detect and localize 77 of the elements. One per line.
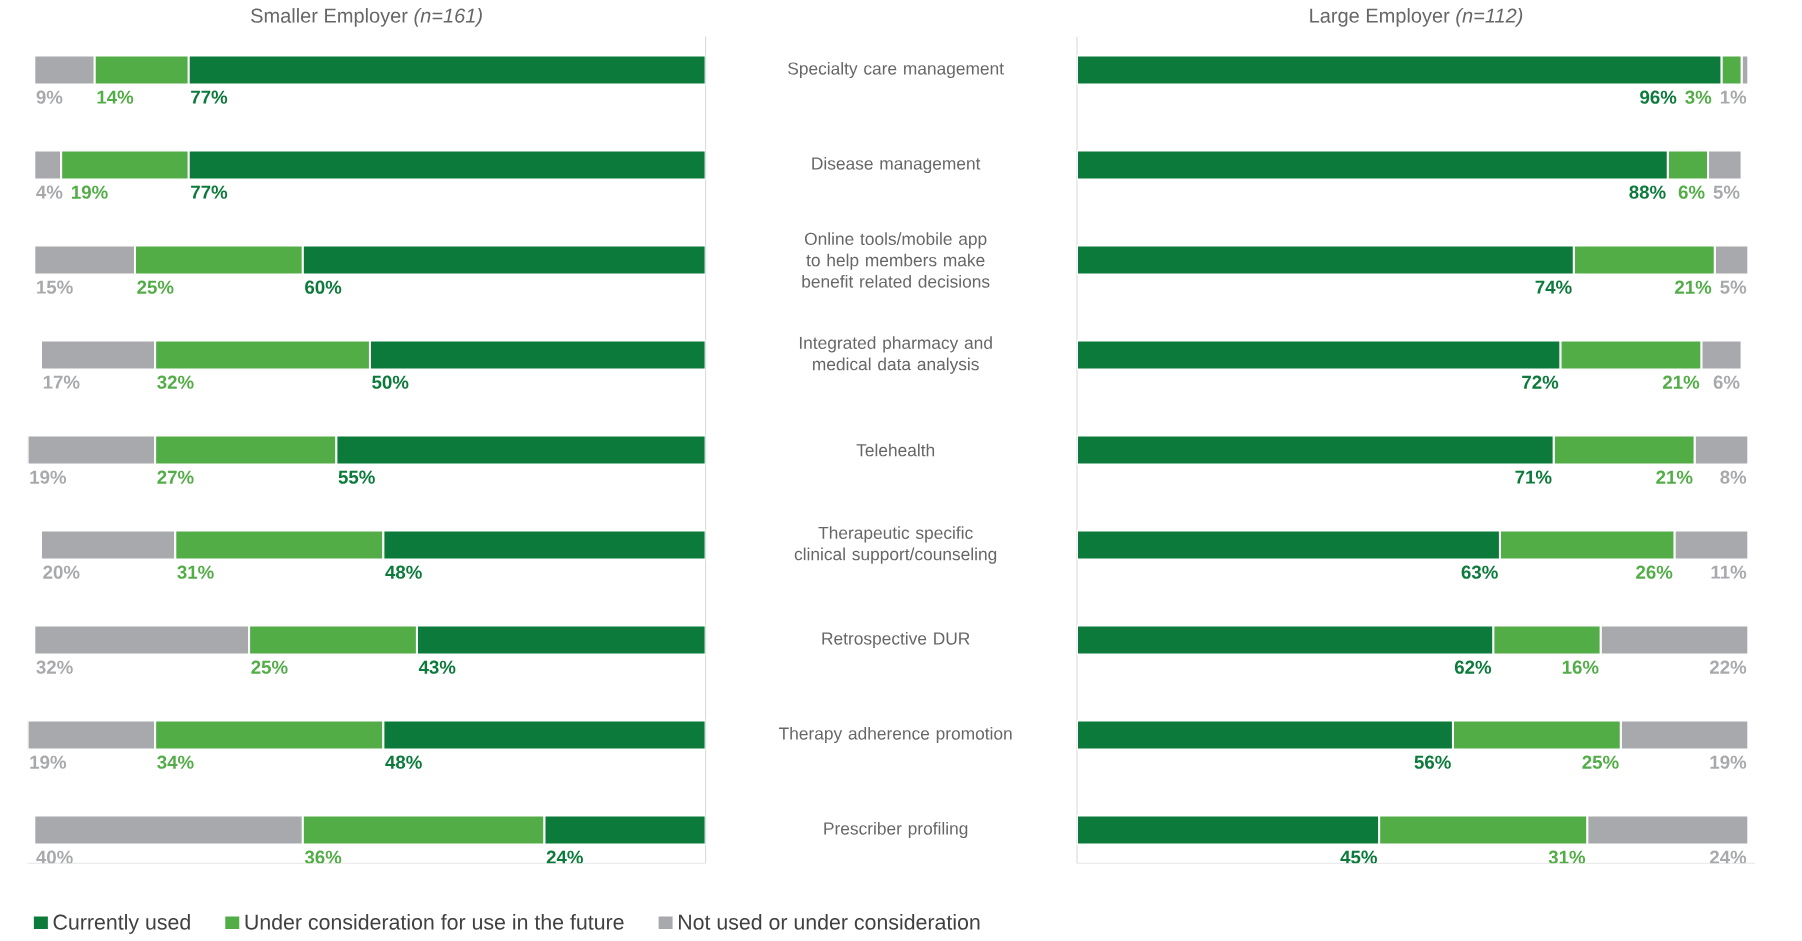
data-label: 20% xyxy=(43,565,80,579)
data-label: 6% xyxy=(1713,375,1740,389)
data-label: 96% xyxy=(1640,90,1677,104)
bar xyxy=(382,719,706,751)
data-label: 27% xyxy=(157,470,194,484)
data-label: 50% xyxy=(372,375,409,389)
data-label: 21% xyxy=(1656,470,1693,484)
data-label: 8% xyxy=(1720,470,1747,484)
y-tick-label: Integrated pharmacy and medical data analysis xyxy=(799,336,992,374)
data-label: 21% xyxy=(1675,280,1712,294)
y-tick-label: Retrospective DUR xyxy=(822,631,970,649)
bar xyxy=(1077,54,1723,86)
bar xyxy=(335,434,706,466)
y-tick-label: Therapeutic specific clinical support/counseling xyxy=(794,526,997,564)
y-tick-label: Telehealth xyxy=(856,443,935,457)
data-label: 62% xyxy=(1454,660,1492,674)
data-label: 9% xyxy=(36,90,63,104)
data-label: 3% xyxy=(1685,90,1712,104)
data-label: 32% xyxy=(157,375,194,389)
data-label: 24% xyxy=(546,850,583,864)
data-label: 72% xyxy=(1522,375,1559,389)
data-label: 19% xyxy=(30,755,67,769)
data-label: 31% xyxy=(177,565,214,579)
data-label: 22% xyxy=(1709,660,1747,674)
data-label: 88% xyxy=(1629,185,1666,199)
data-label: 31% xyxy=(1548,850,1586,864)
legend-label: Currently used xyxy=(53,914,190,934)
data-label: 48% xyxy=(385,755,422,769)
data-label: 56% xyxy=(1414,755,1451,769)
bar xyxy=(187,149,706,181)
legend-label: Not used or under consideration xyxy=(679,914,980,930)
data-label: 71% xyxy=(1515,470,1552,484)
data-label: 25% xyxy=(251,660,288,674)
y-tick-label: Prescriber profiling xyxy=(824,821,968,839)
data-label: 16% xyxy=(1562,660,1599,674)
data-label: 63% xyxy=(1461,565,1498,579)
data-label: 5% xyxy=(1713,185,1740,199)
data-label: 25% xyxy=(1582,755,1619,769)
data-label: 19% xyxy=(72,185,108,199)
legend-label: Under consideration for use in the future xyxy=(245,914,624,930)
data-label: 48% xyxy=(385,565,422,579)
data-label: 74% xyxy=(1535,280,1572,294)
data-label: 11% xyxy=(1711,565,1747,579)
y-tick-label: Online tools/mobile app to help members make benefit related decisions xyxy=(802,232,990,288)
y-tick-label: Therapy adherence promotion xyxy=(779,726,1012,744)
data-label: 17% xyxy=(43,375,80,389)
data-label: 5% xyxy=(1720,280,1747,294)
y-tick-label: Specialty care management xyxy=(788,61,1004,79)
bar xyxy=(1077,149,1669,181)
data-label: 55% xyxy=(338,470,375,484)
data-label: 21% xyxy=(1662,375,1700,389)
data-label: 14% xyxy=(97,90,134,104)
data-label: 32% xyxy=(36,660,73,674)
bar xyxy=(187,54,706,86)
data-label: 15% xyxy=(37,280,73,294)
data-label: 1% xyxy=(1720,90,1747,104)
data-label: 6% xyxy=(1678,185,1705,199)
chart-title: Smaller Employer (n=161) xyxy=(251,8,482,27)
data-label: 19% xyxy=(1710,755,1747,769)
data-label: 40% xyxy=(36,850,73,864)
data-label: 45% xyxy=(1340,850,1377,864)
data-label: 36% xyxy=(304,850,342,864)
data-label: 77% xyxy=(191,90,228,104)
chart-title: Large Employer (n=112) xyxy=(1310,8,1523,27)
data-label: 4% xyxy=(36,185,63,199)
bar xyxy=(1077,434,1555,466)
bar xyxy=(1077,244,1575,276)
data-label: 24% xyxy=(1709,850,1747,864)
data-label: 43% xyxy=(418,660,456,674)
data-label: 19% xyxy=(30,470,67,484)
data-label: 60% xyxy=(305,280,342,294)
y-tick-label: Disease management xyxy=(812,156,981,174)
data-label: 34% xyxy=(157,755,194,769)
data-label: 77% xyxy=(191,185,228,199)
data-label: 25% xyxy=(137,280,174,294)
bar xyxy=(382,529,706,561)
data-label: 26% xyxy=(1636,565,1673,579)
